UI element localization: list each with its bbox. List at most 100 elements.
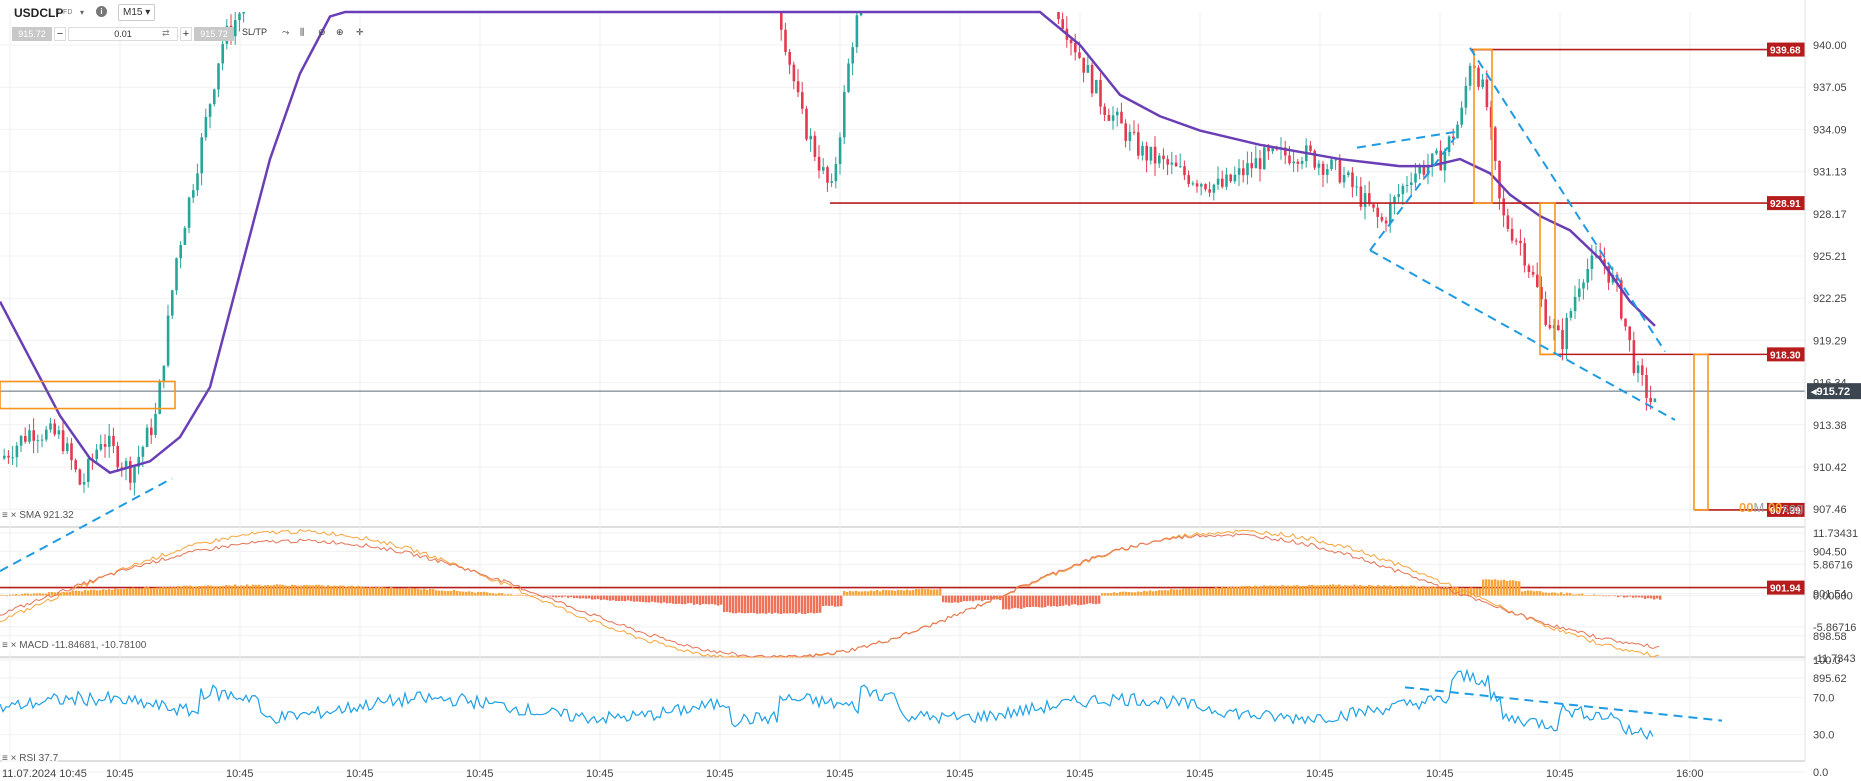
rsi-indicator-label[interactable]: ≡ × RSI 37.7 <box>2 753 59 764</box>
macd-histogram-bar <box>735 595 738 614</box>
price-plot[interactable] <box>0 10 1657 496</box>
macd-histogram-bar <box>726 595 729 612</box>
chevron-down-icon[interactable]: ▾ <box>80 8 85 17</box>
macd-histogram-bar <box>678 595 681 604</box>
macd-histogram-bar <box>1320 585 1323 596</box>
macd-histogram-bar <box>1506 580 1509 596</box>
macd-histogram-bar <box>1455 587 1458 596</box>
candle-body <box>1267 147 1270 152</box>
macd-histogram-bar <box>420 589 423 596</box>
candle-body <box>1557 325 1560 331</box>
macd-histogram-bar <box>444 591 447 596</box>
macd-histogram-bar <box>984 595 987 601</box>
symbol-name[interactable]: USDCLP <box>14 6 64 20</box>
macd-histogram-bar <box>522 595 525 596</box>
candle-body <box>179 244 182 259</box>
macd-histogram-bar <box>1239 586 1242 596</box>
macd-histogram-bar <box>303 585 306 596</box>
macd-histogram-bar <box>1152 591 1155 596</box>
macd-histogram-bar <box>1224 587 1227 596</box>
macd-histogram-bar <box>357 585 360 596</box>
macd-histogram-bar <box>1476 588 1479 596</box>
macd-histogram-bar <box>780 595 783 614</box>
macd-histogram-bar <box>915 589 918 596</box>
macd-histogram-bar <box>879 591 882 596</box>
quantity-input[interactable]: 0.01 <box>68 27 178 41</box>
buy-button[interactable]: 915.72 <box>194 27 234 41</box>
candle-body <box>1090 64 1094 94</box>
macd-histogram-bar <box>867 591 870 596</box>
indicators-icon[interactable]: ⫼ <box>300 27 305 37</box>
level-price-text: 901.94 <box>1770 584 1801 595</box>
macd-histogram-bar <box>1101 593 1104 596</box>
macd-histogram-bar <box>705 595 708 605</box>
macd-histogram-bar <box>1209 588 1212 596</box>
macd-histogram-bar <box>1098 595 1101 604</box>
timeframe-select[interactable]: M15 ▾ <box>118 4 156 21</box>
macd-histogram-bar <box>1071 595 1074 605</box>
line-tool-icon[interactable]: ⤳ <box>282 27 290 37</box>
candle-body <box>1174 162 1178 167</box>
candle-body <box>1321 163 1325 175</box>
macd-histogram-bar <box>1410 585 1413 596</box>
macd-histogram-bar <box>768 595 771 613</box>
macd-histogram-bar <box>1092 595 1095 604</box>
candle-body <box>28 430 31 442</box>
macd-histogram-bar <box>405 588 408 596</box>
macd-histogram-bar <box>1293 585 1296 596</box>
zoom-in-icon[interactable]: ⊕ <box>336 27 344 37</box>
zoom-out-icon[interactable]: ⊖ <box>318 27 326 37</box>
macd-histogram-bar <box>69 591 72 596</box>
macd-histogram-bar <box>495 593 498 596</box>
macd-histogram-bar <box>1047 595 1050 606</box>
swap-icon[interactable]: ⇄ <box>162 28 170 38</box>
macd-histogram-bar <box>567 595 570 598</box>
candle-body <box>1225 174 1228 187</box>
macd-histogram-bar <box>1149 590 1152 596</box>
macd-histogram-bar <box>1557 593 1560 596</box>
sma-indicator-label[interactable]: ≡ × SMA 921.32 <box>2 510 74 521</box>
info-icon[interactable]: i <box>96 6 107 17</box>
macd-histogram-bar <box>39 593 42 596</box>
candle-body <box>1569 311 1573 318</box>
candle-body <box>1082 57 1085 73</box>
decrease-quantity-button[interactable]: − <box>54 27 66 41</box>
macd-histogram-bar <box>150 588 153 596</box>
increase-quantity-button[interactable]: + <box>180 27 192 41</box>
candle-body <box>1620 280 1623 319</box>
macd-histogram-bar <box>789 595 792 614</box>
macd-histogram-bar <box>798 595 801 613</box>
candle-body <box>158 381 161 414</box>
price-axis-tick: 937.05 <box>1813 82 1847 94</box>
macd-histogram-bar <box>51 591 54 596</box>
macd-histogram-bar <box>618 595 621 601</box>
candle-body <box>204 116 208 138</box>
price-levels: ◂915.72 939.68 928.91 918.30 907.39 901.94 <box>0 42 1861 595</box>
macd-histogram-bar <box>672 595 675 604</box>
macd-histogram-bar <box>978 595 981 601</box>
crosshair-icon[interactable]: ✛ <box>356 27 364 37</box>
macd-histogram-bar <box>876 589 879 596</box>
macd-histogram-bar <box>729 595 732 613</box>
rsi-trendline <box>1404 686 1723 722</box>
macd-histogram-bar <box>330 586 333 596</box>
sltp-button[interactable]: SL/TP <box>242 27 268 37</box>
macd-histogram-bar <box>711 595 714 605</box>
macd-histogram-bar <box>474 592 477 596</box>
macd-histogram-bar <box>519 594 522 596</box>
macd-histogram-bar <box>777 595 780 614</box>
macd-histogram-bar <box>255 584 258 596</box>
macd-histogram-bar <box>741 595 744 614</box>
macd-histogram-bar <box>1125 591 1128 596</box>
macd-histogram-bar <box>951 595 954 603</box>
rsi-label-text: RSI 37.7 <box>19 753 59 764</box>
candle-body <box>1330 159 1333 170</box>
macd-histogram-bar <box>72 590 75 596</box>
macd-indicator-label[interactable]: ≡ × MACD -11.84681, -10.78100 <box>2 640 147 651</box>
sell-button[interactable]: 915.72 <box>12 27 52 41</box>
price-axis-tick: 910.42 <box>1813 462 1847 474</box>
macd-histogram-bar <box>294 584 297 596</box>
macd-histogram-bar <box>468 591 471 596</box>
candle-body <box>150 427 153 435</box>
